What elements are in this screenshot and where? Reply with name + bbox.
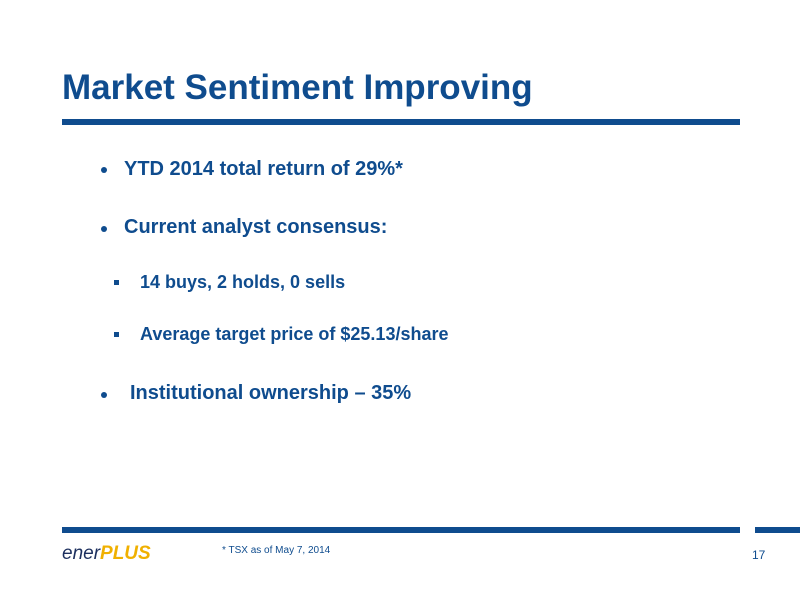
sub-bullet-marker <box>114 332 119 337</box>
bullet-marker <box>101 392 107 398</box>
slide-title: Market Sentiment Improving <box>62 68 533 107</box>
bullet-text: Institutional ownership – 35% <box>130 382 412 404</box>
title-rule <box>62 119 740 125</box>
logo: enerPLUS <box>62 543 151 565</box>
footer-rule <box>62 527 740 533</box>
sub-bullet-marker <box>114 280 119 285</box>
bullet-marker <box>101 226 107 232</box>
sub-bullet-text: Average target price of $25.13/share <box>140 324 449 344</box>
page-number: 17 <box>752 548 766 562</box>
bullet-text: Current analyst consensus: <box>124 216 388 238</box>
bullet-text: YTD 2014 total return of 29%* <box>124 158 403 180</box>
bullet-marker <box>101 167 107 173</box>
footer-rule <box>755 527 800 533</box>
footnote: * TSX as of May 7, 2014 <box>222 545 331 556</box>
logo-text: PLUS <box>100 543 151 564</box>
sub-bullet-text: 14 buys, 2 holds, 0 sells <box>140 272 346 292</box>
logo-text: ener <box>62 543 101 564</box>
